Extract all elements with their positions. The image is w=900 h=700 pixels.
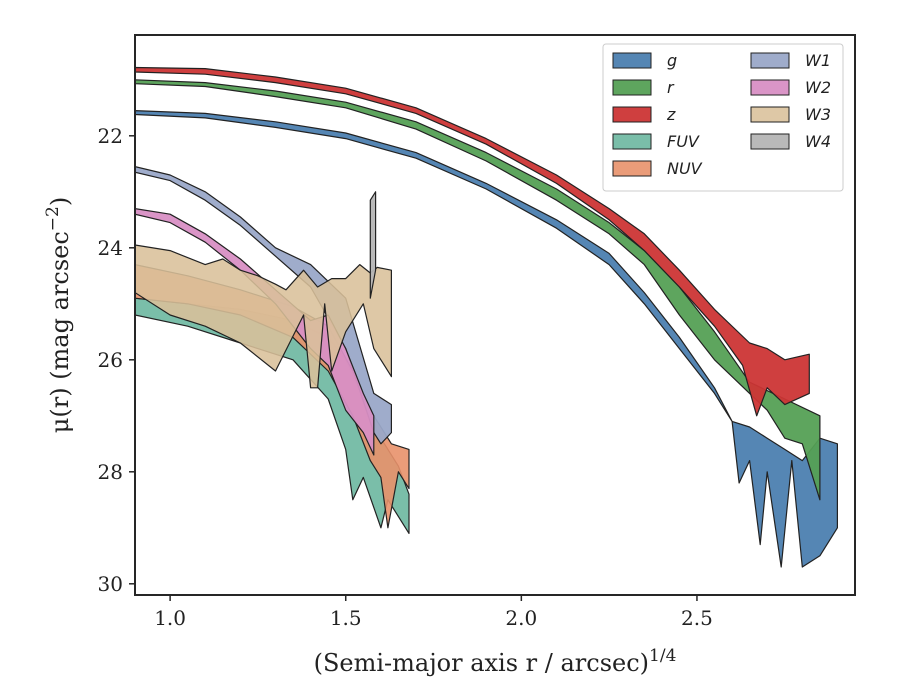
legend-label-w1: W1 bbox=[805, 51, 831, 70]
legend-label-w2: W2 bbox=[805, 78, 831, 97]
series-layer bbox=[135, 66, 839, 568]
legend-swatch-w2 bbox=[750, 79, 790, 96]
series-band-w3 bbox=[135, 244, 392, 389]
series-band-r bbox=[135, 79, 821, 501]
series-band-w2 bbox=[135, 208, 375, 456]
x-axis-label-superscript: 1/4 bbox=[649, 646, 676, 666]
y-axis-label-superscript: −2 bbox=[43, 206, 63, 231]
legend-swatch-w3 bbox=[750, 106, 790, 123]
series-band-g bbox=[135, 109, 839, 568]
legend-swatch-nuv bbox=[612, 160, 652, 177]
plot-frame bbox=[134, 34, 856, 596]
x-tick-label: 1.5 bbox=[330, 606, 362, 630]
y-axis-label-suffix: ) bbox=[46, 197, 74, 206]
legend-swatch-w1 bbox=[750, 52, 790, 69]
legend-swatch-g bbox=[612, 52, 652, 69]
x-axis-label: (Semi-major axis r / arcsec)1/4 bbox=[314, 646, 677, 677]
y-tick-label: 24 bbox=[98, 236, 123, 260]
y-axis-label: μ(r) (mag arcsec−2) bbox=[43, 197, 74, 433]
y-tick-label: 26 bbox=[98, 348, 123, 372]
y-tick-label: 30 bbox=[98, 572, 123, 596]
x-tick-label: 1.0 bbox=[154, 606, 186, 630]
series-band-z bbox=[135, 66, 810, 417]
legend-label-r: r bbox=[667, 78, 675, 97]
y-tick-label: 22 bbox=[98, 124, 123, 148]
legend: grz FUV NUV W1 W2 W3 W4 bbox=[602, 43, 844, 192]
y-axis-label-text: μ(r) (mag arcsec bbox=[46, 231, 74, 433]
legend-label-g: g bbox=[667, 51, 677, 70]
legend-label-z: z bbox=[666, 105, 676, 124]
y-tick-label: 28 bbox=[98, 460, 123, 484]
legend-label-nuv: NUV bbox=[667, 159, 703, 178]
legend-swatch-fuv bbox=[612, 133, 652, 150]
legend-label-w3: W3 bbox=[805, 105, 831, 124]
legend-label-fuv: FUV bbox=[667, 132, 700, 151]
legend-label-w4: W4 bbox=[805, 132, 831, 151]
legend-swatch-w4 bbox=[750, 133, 790, 150]
series-band-w4 bbox=[369, 191, 377, 299]
ticks-layer: 1.0 1.5 2.0 2.5 22 24 26 28 30 bbox=[98, 124, 713, 630]
x-tick-label: 2.5 bbox=[681, 606, 713, 630]
x-tick-label: 2.0 bbox=[505, 606, 537, 630]
x-axis-label-text: (Semi-major axis r / arcsec) bbox=[314, 649, 649, 677]
legend-swatch-r bbox=[612, 79, 652, 96]
legend-swatch-z bbox=[612, 106, 652, 123]
